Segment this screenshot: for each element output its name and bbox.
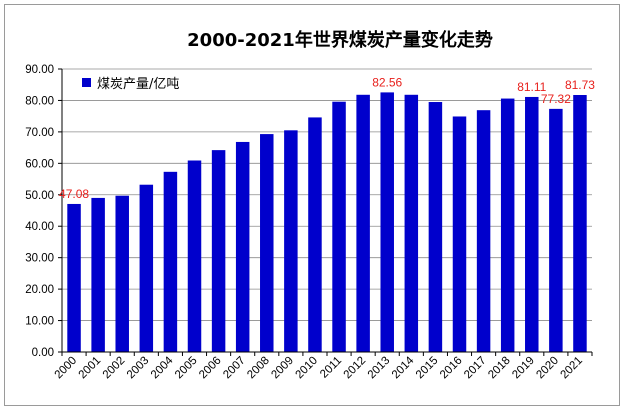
bar-2007: [235, 141, 250, 352]
x-tick-label: 2011: [318, 355, 344, 381]
x-tick-label: 2008: [245, 355, 272, 382]
y-tick-label: 70.00: [25, 127, 54, 139]
bar-2010: [308, 117, 322, 353]
chart-title: 2000-2021年世界煤炭产量变化走势: [187, 29, 493, 51]
x-tick-label: 2019: [510, 355, 537, 382]
y-tick-labels: 0.00 10.00 20.00 30.00 40.00 50.00 60.00 70.00 8…: [25, 64, 54, 359]
x-tick-label: 2006: [197, 355, 224, 382]
data-label-2021: 81.73: [565, 78, 595, 92]
data-label-2019: 81.11: [517, 80, 546, 94]
data-label-2000: 47.08: [59, 187, 89, 201]
y-tick-label: 0.00: [32, 347, 54, 359]
bar-2018: [500, 98, 515, 353]
bar-2017: [476, 110, 491, 352]
legend-label: 煤炭产量/亿吨: [97, 77, 179, 92]
x-tick-label: 2005: [173, 355, 200, 382]
bar-2011: [332, 101, 346, 352]
x-tick-label: 2020: [534, 355, 561, 382]
bar-2005: [187, 160, 202, 352]
bar-2006: [211, 150, 226, 352]
data-label-2020: 77.32: [541, 92, 571, 106]
bar-2008: [260, 134, 274, 352]
x-tick-label: 2010: [293, 355, 320, 382]
bar-2003: [139, 184, 154, 352]
x-tick-label: 2012: [342, 355, 369, 382]
x-tick-label: 2016: [438, 355, 465, 382]
bar-2000: [67, 203, 81, 352]
y-tick-label: 50.00: [25, 190, 54, 202]
x-tick-label: 2000: [53, 355, 80, 382]
x-tick-label: 2015: [414, 355, 441, 382]
bar-2002: [115, 195, 129, 352]
axes: [58, 68, 593, 356]
bar-2012: [356, 94, 370, 352]
x-tick-label: 2004: [149, 354, 176, 381]
y-tick-label: 30.00: [25, 253, 54, 265]
y-tick-label: 90.00: [25, 64, 54, 76]
legend: 煤炭产量/亿吨: [82, 77, 179, 92]
x-tick-label: 2001: [77, 355, 104, 382]
y-tick-label: 60.00: [25, 158, 54, 170]
bars: [67, 92, 587, 353]
x-tick-label: 2007: [221, 355, 248, 382]
y-tick-label: 40.00: [25, 221, 54, 233]
bar-2014: [404, 94, 419, 352]
bar-2016: [452, 116, 467, 352]
x-tick-label: 2018: [486, 355, 513, 382]
bar-2009: [284, 130, 298, 352]
data-label-2013: 82.56: [372, 75, 402, 89]
y-tick-label: 20.00: [25, 284, 54, 296]
bar-2015: [428, 102, 443, 353]
x-tick-label: 2003: [125, 355, 152, 382]
legend-swatch: [82, 78, 91, 87]
x-tick-label: 2002: [101, 355, 128, 382]
bar-2004: [163, 171, 178, 352]
y-tick-label: 80.00: [25, 95, 54, 107]
x-tick-label: 2017: [462, 355, 489, 382]
bar-2020: [549, 108, 563, 353]
x-tick-label: 2021: [558, 355, 585, 382]
x-tick-label: 2014: [390, 354, 417, 381]
bar-2021: [573, 95, 587, 353]
bar-2019: [525, 96, 539, 353]
x-tick-labels: 2000200120022003200420052006200720082009…: [53, 354, 585, 381]
x-tick-label: 2013: [366, 355, 393, 382]
y-tick-label: 10.00: [25, 316, 54, 328]
bar-2001: [91, 197, 105, 352]
x-tick-label: 2009: [269, 355, 296, 382]
bar-2013: [380, 92, 394, 353]
